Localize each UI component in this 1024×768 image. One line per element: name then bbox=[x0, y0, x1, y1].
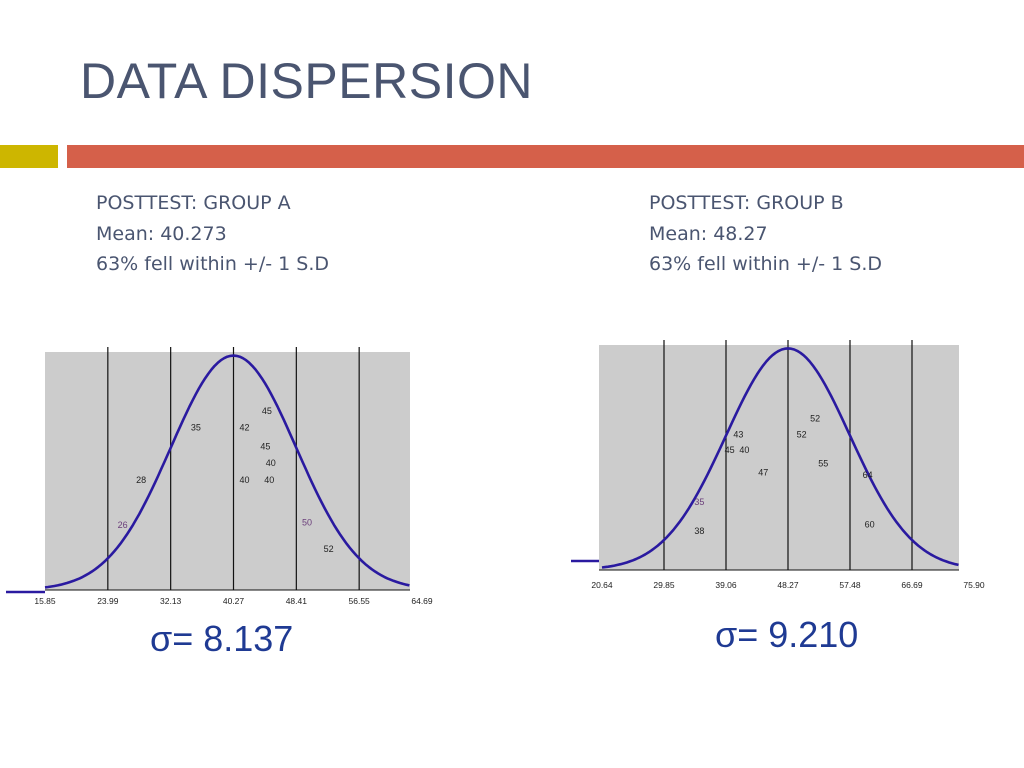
tick-label: 15.85 bbox=[34, 596, 56, 606]
group-b-within: 63% fell within +/- 1 S.D bbox=[649, 253, 882, 275]
group-a-mean: Mean: 40.273 bbox=[96, 222, 227, 245]
tick-label: 64.69 bbox=[411, 596, 433, 606]
normal-curve bbox=[44, 354, 410, 589]
score-label: 40 bbox=[240, 475, 250, 485]
score-label: 28 bbox=[136, 475, 146, 485]
group-b-info: POSTTEST: GROUP B Mean: 48.27 63% fell w… bbox=[649, 188, 882, 280]
score-label: 52 bbox=[810, 414, 820, 424]
tick-label: 48.41 bbox=[286, 596, 308, 606]
group-a-info: POSTTEST: GROUP A Mean: 40.273 63% fell … bbox=[96, 188, 329, 280]
plot-background bbox=[45, 352, 410, 590]
tick-label: 66.69 bbox=[901, 580, 923, 590]
score-label: 43 bbox=[733, 429, 743, 439]
tick-label: 56.55 bbox=[349, 596, 371, 606]
score-label: 55 bbox=[818, 459, 828, 469]
tick-label: 40.27 bbox=[223, 596, 245, 606]
tick-label: 75.90 bbox=[963, 580, 985, 590]
group-b-heading: POSTTEST: GROUP B bbox=[649, 192, 844, 214]
group-b-sigma: σ= 9.210 bbox=[715, 614, 859, 655]
tick-label: 32.13 bbox=[160, 596, 182, 606]
slide-title: DATA DISPERSION bbox=[80, 53, 533, 109]
score-label: 52 bbox=[797, 429, 807, 439]
score-label: 45 bbox=[725, 445, 735, 455]
score-label: 40 bbox=[739, 445, 749, 455]
tick-label: 48.27 bbox=[777, 580, 799, 590]
score-label: 42 bbox=[240, 423, 250, 433]
group-a-chart: 15.85 23.99 32.13 40.27 48.41 56.55 64.69 26 28 3… bbox=[6, 347, 433, 606]
score-label: 40 bbox=[266, 458, 276, 468]
accent-bar-orange bbox=[67, 145, 1024, 168]
tick-label: 57.48 bbox=[839, 580, 861, 590]
plot-background bbox=[599, 345, 959, 570]
tick-label: 20.64 bbox=[591, 580, 613, 590]
group-b-mean: Mean: 48.27 bbox=[649, 222, 768, 245]
score-label: 47 bbox=[758, 468, 768, 478]
score-label: 64 bbox=[863, 470, 873, 480]
accent-bar-gold bbox=[0, 145, 58, 168]
score-label: 45 bbox=[262, 406, 272, 416]
group-a-sigma: σ= 8.137 bbox=[150, 618, 294, 659]
score-label: 35 bbox=[191, 423, 201, 433]
tick-label: 29.85 bbox=[653, 580, 675, 590]
tick-label: 39.06 bbox=[715, 580, 737, 590]
score-label: 45 bbox=[260, 442, 270, 452]
group-a-within: 63% fell within +/- 1 S.D bbox=[96, 253, 329, 275]
tick-label: 23.99 bbox=[97, 596, 119, 606]
group-a-heading: POSTTEST: GROUP A bbox=[96, 192, 291, 214]
score-label: 50 bbox=[302, 518, 312, 528]
score-label: 40 bbox=[264, 475, 274, 485]
score-label: 35 bbox=[694, 497, 704, 507]
score-label: 60 bbox=[865, 519, 875, 529]
normal-curve bbox=[601, 347, 959, 569]
group-b-chart: 20.64 29.85 39.06 48.27 57.48 66.69 75.90 35 38 4… bbox=[571, 340, 985, 590]
score-label: 26 bbox=[118, 520, 128, 530]
score-label: 52 bbox=[324, 544, 334, 554]
score-label: 38 bbox=[694, 526, 704, 536]
